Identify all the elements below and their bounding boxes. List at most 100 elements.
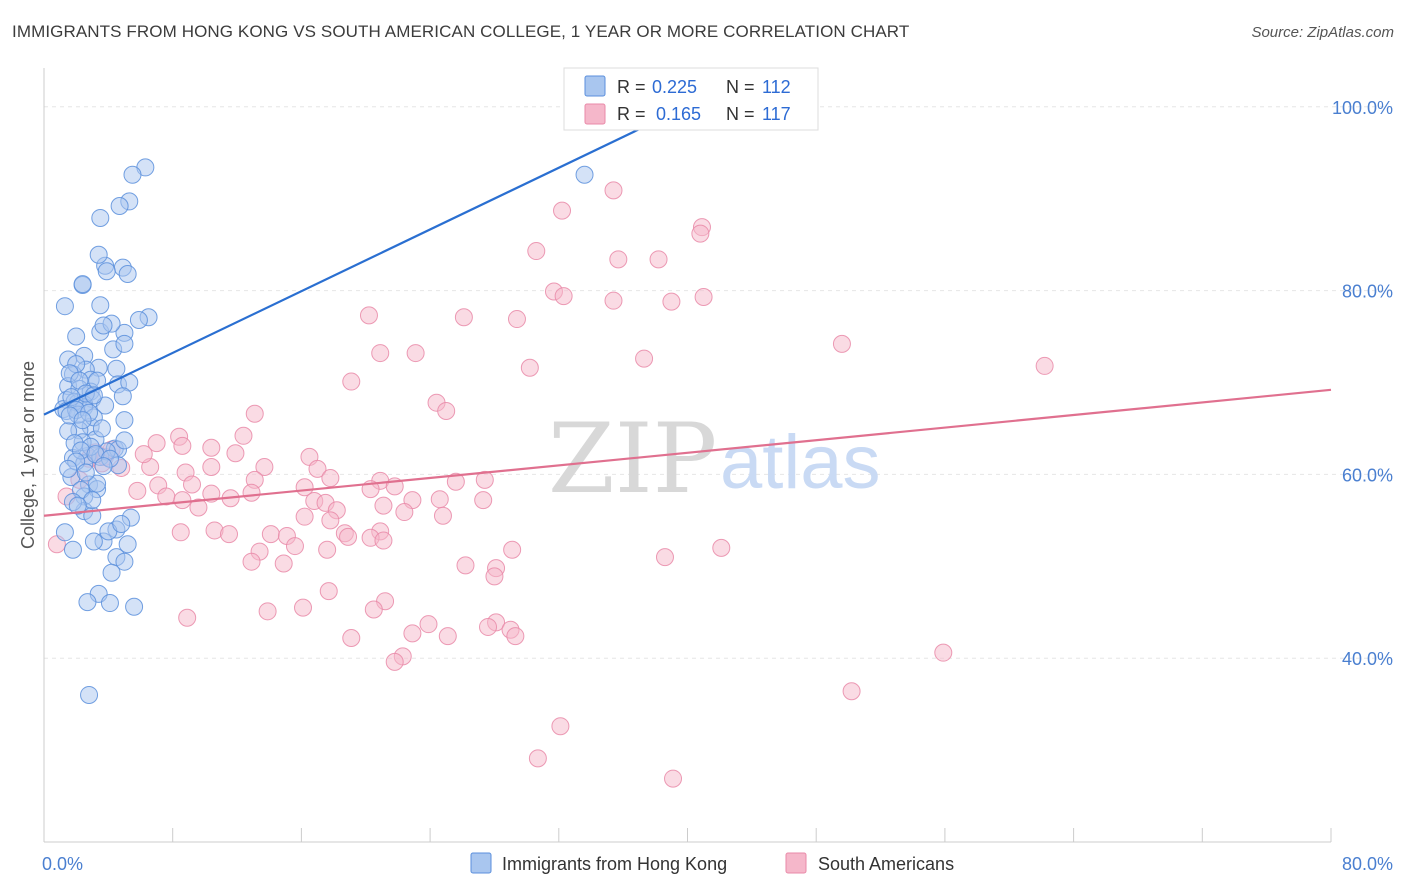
trend-line-south-americans [43,388,1332,517]
data-point-south-americans [261,525,280,544]
legend-label-south-americans: South Americans [818,854,954,874]
data-point-south-americans [475,470,494,489]
stats-r-label-pink: R = [617,104,646,124]
data-point-south-americans [456,556,475,575]
data-point-hong-kong [125,597,144,616]
trend-line-hong-kong [43,101,697,416]
data-point-hong-kong [100,594,119,613]
data-point-south-americans [503,540,522,559]
data-point-south-americans [395,503,414,522]
data-point-hong-kong [63,540,82,559]
data-point-south-americans [295,507,314,526]
data-point-south-americans [474,491,493,510]
trend-lines [43,101,1332,517]
data-point-hong-kong [94,316,113,335]
data-point-hong-kong [94,457,113,476]
data-point-south-americans [318,540,337,559]
data-point-south-americans [342,628,361,647]
data-point-south-americans [691,224,710,243]
data-point-south-americans [147,434,166,453]
y-axis-label: College, 1 year or more [18,361,38,549]
data-point-south-americans [226,444,245,463]
data-point-hong-kong [115,552,134,571]
data-point-south-americans [173,436,192,455]
data-point-south-americans [551,717,570,736]
watermark: ZIP atlas [548,403,881,515]
data-point-hong-kong [112,515,131,534]
data-point-south-americans [385,652,404,671]
data-point-south-americans [655,548,674,567]
data-point-hong-kong [118,265,137,284]
data-point-south-americans [128,481,147,500]
data-point-hong-kong [115,334,134,353]
data-point-hong-kong [113,387,132,406]
data-point-south-americans [1035,356,1054,375]
data-point-south-americans [171,523,190,542]
legend-label-hong-kong: Immigrants from Hong Kong [502,854,727,874]
data-point-south-americans [454,308,473,327]
data-point-south-americans [433,506,452,525]
data-point-south-americans [202,438,221,457]
watermark-atlas: atlas [720,420,881,505]
data-point-hong-kong [107,359,126,378]
data-point-south-americans [374,531,393,550]
data-point-south-americans [842,682,861,701]
data-point-south-americans [662,292,681,311]
data-point-south-americans [202,458,221,477]
data-point-hong-kong [73,275,92,294]
data-point-hong-kong [55,297,74,316]
stats-n-label-pink: N = [726,104,755,124]
data-point-south-americans [403,624,422,643]
data-point-south-americans [479,617,498,636]
data-point-hong-kong [110,197,129,216]
data-point-south-americans [245,404,264,423]
x-tick-label: 80.0% [1342,854,1393,874]
data-point-south-americans [437,401,456,420]
data-point-south-americans [255,458,274,477]
stats-n-value-blue: 112 [762,77,791,97]
y-tick-label: 60.0% [1342,465,1393,485]
data-point-south-americans [609,250,628,269]
data-point-south-americans [430,490,449,509]
data-point-hong-kong [575,165,594,184]
data-point-south-americans [258,602,277,621]
data-point-hong-kong [76,463,95,482]
data-point-south-americans [321,469,340,488]
data-point-hong-kong [118,535,137,554]
data-point-south-americans [446,472,465,491]
data-point-hong-kong [123,165,142,184]
data-point-south-americans [528,749,547,768]
data-point-south-americans [554,287,573,306]
data-point-south-americans [649,250,668,269]
y-tick-label: 100.0% [1332,98,1393,118]
data-point-south-americans [308,459,327,478]
chart-title: IMMIGRANTS FROM HONG KONG VS SOUTH AMERI… [12,22,910,41]
data-point-south-americans [178,608,197,627]
data-point-south-americans [664,769,683,788]
data-point-south-americans [285,537,304,556]
data-point-south-americans [339,527,358,546]
data-point-hong-kong [67,327,86,346]
data-point-south-americans [604,291,623,310]
stats-n-label-blue: N = [726,77,755,97]
stats-r-value-blue: 0.225 [652,77,697,97]
y-tick-label: 80.0% [1342,282,1393,302]
x-tick-labels: 0.0% 80.0% [42,854,1393,874]
data-point-south-americans [604,181,623,200]
data-point-hong-kong [68,496,87,515]
data-point-hong-kong [88,474,107,493]
data-point-south-americans [359,306,378,325]
series-hong-kong [54,158,594,704]
data-point-south-americans [173,491,192,510]
data-point-hong-kong [115,431,134,450]
data-point-south-americans [712,538,731,557]
data-point-hong-kong [102,563,121,582]
data-point-south-americans [134,445,153,464]
stats-swatch-blue [584,75,606,97]
data-point-hong-kong [92,419,111,438]
data-point-south-americans [220,525,239,544]
data-point-south-americans [527,242,546,261]
data-point-hong-kong [89,245,108,264]
data-point-hong-kong [59,459,78,478]
data-point-south-americans [934,643,953,662]
